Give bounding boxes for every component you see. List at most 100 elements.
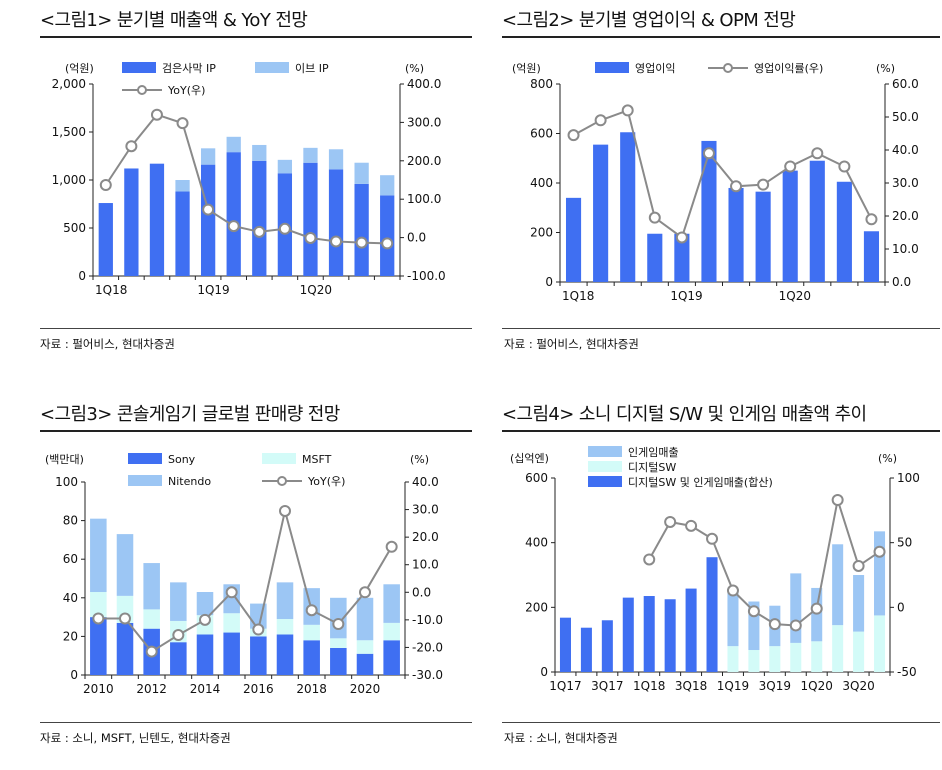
bar-디지털sw (832, 625, 844, 672)
yoy-point (99, 178, 112, 191)
right-tick-label: -20.0 (412, 640, 443, 654)
bar-영업이익 (836, 181, 852, 282)
figure-4-bottom-rule (502, 722, 940, 723)
bar-nitendo (356, 597, 374, 641)
bar-검은사막-ip (303, 162, 318, 276)
yoy-point (145, 645, 158, 658)
bar-디지털sw-및-인게임매출(합산) (580, 627, 592, 672)
bar-영업이익 (674, 233, 690, 282)
yoy-point (747, 605, 760, 618)
figure-3-bottom-rule (40, 722, 472, 723)
x-tick-label: 1Q18 (562, 289, 594, 303)
right-tick-label: -100.0 (407, 269, 446, 283)
left-tick-label: 100 (55, 475, 78, 489)
yoy-point (852, 559, 865, 572)
yoy-point (125, 140, 138, 153)
x-tick-label: 2020 (350, 682, 381, 696)
figure-2-top-rule (502, 36, 940, 38)
bar-디지털sw-및-인게임매출(합산) (685, 588, 697, 672)
legend-swatch (588, 446, 622, 457)
x-tick-label: 3Q18 (675, 679, 707, 693)
figure-3-panel: <그림3> 콘솔게임기 글로벌 판매량 전망 0 20 40 60 80 100 -30.0… (0, 400, 472, 770)
bar-검은사막-ip (380, 195, 395, 276)
right-tick-label: 20.0 (892, 209, 919, 223)
left-tick-label: 1,500 (52, 125, 86, 139)
right-tick-label: 50 (897, 536, 912, 550)
bar-인게임매출 (790, 573, 802, 643)
x-tick-label: 2014 (190, 682, 221, 696)
bar-이브-ip (252, 144, 267, 161)
bar-검은사막-ip (226, 152, 241, 276)
bar-sony (90, 617, 107, 675)
bar-디지털sw (853, 631, 865, 672)
yoy-point (726, 584, 739, 597)
x-tick-label: 1Q20 (801, 679, 833, 693)
legend-swatch (128, 475, 162, 486)
yoy-point (567, 129, 580, 142)
yoy-point (176, 117, 189, 130)
legend-label: MSFT (302, 453, 332, 466)
yoy-point (664, 515, 677, 528)
x-tick-label: 3Q19 (759, 679, 791, 693)
bar-검은사막-ip (252, 160, 267, 276)
legend-swatch (588, 461, 622, 472)
yoy-point (305, 604, 318, 617)
right-tick-label: 100 (897, 471, 920, 485)
x-tick-label: 1Q18 (95, 283, 127, 297)
x-tick-label: 2010 (83, 682, 114, 696)
left-tick-label: 600 (525, 471, 548, 485)
bar-nitendo (116, 534, 134, 596)
x-tick-label: 1Q20 (779, 289, 811, 303)
yoy-point (648, 211, 661, 224)
yoy-point (252, 623, 265, 636)
yoy-point (675, 231, 688, 244)
right-tick-label: 300.0 (407, 115, 441, 129)
yoy-point (332, 617, 345, 630)
left-tick-label: 0 (545, 275, 553, 289)
figure-2-title: <그림2> 분기별 영업이익 & OPM 전망 (502, 10, 796, 31)
right-tick-label: 400.0 (407, 77, 441, 91)
figure-2-chart: 0 200 400 600 800 0.0 10.0 20.0 30.0 40.0 50.0 60.0… (512, 62, 919, 303)
bar-msft (356, 640, 374, 654)
bar-영업이익 (565, 197, 582, 282)
figure-4-chart: 0 200 400 600 -50 0 50 100 1Q17 3Q17 1Q18 3Q18 1Q19 3… (510, 446, 920, 693)
left-unit-label: (백만대) (45, 453, 84, 466)
left-unit-label: (억원) (65, 62, 94, 75)
figure-4-title: <그림4> 소니 디지털 S/W 및 인게임 매출액 추이 (502, 404, 867, 425)
yoy-point (227, 220, 240, 233)
left-tick-label: 400 (525, 536, 548, 550)
x-tick-label: 1Q19 (197, 283, 229, 297)
bar-영업이익 (863, 231, 880, 282)
legend-label: 영업이익 (635, 62, 675, 75)
right-tick-label: 10.0 (892, 242, 919, 256)
yoy-point (810, 602, 823, 615)
figure-3-title: <그림3> 콘솔게임기 글로벌 판매량 전망 (40, 404, 340, 425)
left-tick-label: 0 (70, 668, 78, 682)
yoy-point (768, 618, 781, 631)
yoy-point (831, 493, 844, 506)
x-tick-label: 3Q20 (842, 679, 874, 693)
bar-인게임매출 (748, 601, 760, 651)
bar-이브-ip (354, 162, 369, 184)
legend-label: YoY(우) (307, 475, 345, 488)
left-tick-label: 60 (63, 552, 78, 566)
right-tick-label: -10.0 (412, 613, 443, 627)
yoy-point (706, 532, 719, 545)
bar-nitendo (90, 518, 107, 593)
bar-이브-ip (175, 180, 190, 192)
right-tick-label: 20.0 (412, 530, 439, 544)
right-tick-label: 100.0 (407, 192, 441, 206)
bar-msft (276, 619, 294, 635)
bar-검은사막-ip (354, 183, 369, 276)
bar-영업이익 (728, 187, 744, 282)
right-unit-label: (%) (876, 62, 895, 75)
yoy-point (865, 213, 878, 226)
yoy-point (304, 231, 317, 244)
legend-label: 검은사막 IP (162, 62, 216, 75)
yoy-point (202, 203, 215, 216)
bar-디지털sw (790, 642, 802, 672)
right-tick-label: 60.0 (892, 77, 919, 91)
yoy-point (838, 160, 851, 173)
left-tick-label: 600 (530, 127, 553, 141)
left-unit-label: (십억엔) (510, 452, 549, 465)
